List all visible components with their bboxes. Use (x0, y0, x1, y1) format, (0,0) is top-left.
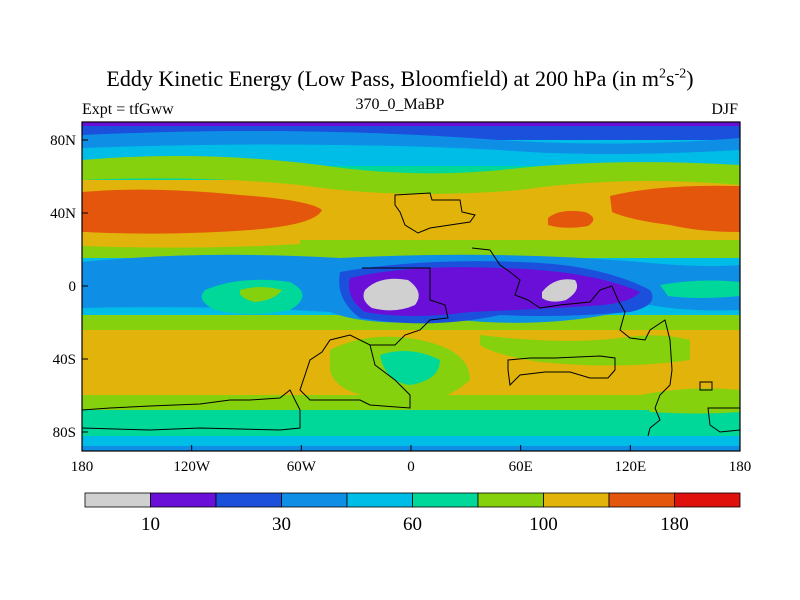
band-top (82, 122, 740, 126)
colorbar-label: 60 (403, 514, 422, 535)
colorbar-swatch (608, 492, 675, 508)
band-s4 (82, 410, 740, 440)
orange-jet-small (548, 210, 594, 228)
colorbar-swatch (281, 492, 348, 508)
x-tick-label: 60W (287, 459, 317, 475)
x-tick-label: 180 (729, 459, 752, 475)
x-tick-label: 60E (509, 459, 533, 475)
green-tropics-east (660, 280, 740, 298)
coastlines (82, 192, 740, 437)
colorbar-label: 180 (660, 514, 689, 535)
y-tick-label: 80S (53, 425, 76, 441)
contour-field (82, 122, 740, 451)
blue-north (82, 131, 740, 154)
colorbar-swatch (346, 492, 413, 508)
orange-jet-atlantic (82, 189, 322, 234)
lime-tropics-west (239, 287, 282, 302)
x-tick-label: 0 (407, 459, 415, 475)
x-tick-label: 180 (71, 459, 94, 475)
x-axis: 180 120W 60W 0 60E 120E 180 (71, 445, 752, 475)
x-tick-label: 120W (173, 459, 211, 475)
orange-jet-pacific (610, 185, 740, 232)
colorbar-swatch (543, 492, 610, 508)
grey-core-2 (542, 279, 578, 302)
chart-title: Eddy Kinetic Energy (Low Pass, Bloomfiel… (106, 66, 694, 91)
experiment-label: Expt = tfGww (82, 101, 174, 118)
y-tick-label: 40S (53, 352, 76, 368)
teal-south-blob (380, 351, 440, 385)
x-tick-label: 120E (614, 459, 646, 475)
y-tick-label: 40N (50, 206, 76, 222)
colorbar-label: 100 (529, 514, 558, 535)
y-tick-label: 80N (50, 133, 76, 149)
colorbar-swatch (215, 492, 282, 508)
yellow-edge (82, 232, 300, 248)
green-north (82, 156, 740, 194)
green-south-far (640, 388, 740, 414)
colorbar-swatch (477, 492, 544, 508)
y-axis: 80N 40N 0 40S 80S (50, 133, 88, 441)
colorbar-swatch (674, 492, 741, 508)
colorbar-swatch (412, 492, 479, 508)
colorbar: 10 30 60 100 180 (84, 492, 741, 535)
season-label: DJF (711, 101, 738, 118)
time-label: 370_0_MaBP (355, 96, 445, 113)
band-s5 (82, 436, 740, 446)
colorbar-swatch (84, 492, 151, 508)
colorbar-swatch (150, 492, 217, 508)
colorbar-label: 30 (272, 514, 291, 535)
grey-core-1 (363, 278, 419, 311)
y-tick-label: 0 (69, 279, 77, 295)
colorbar-label: 10 (141, 514, 160, 535)
